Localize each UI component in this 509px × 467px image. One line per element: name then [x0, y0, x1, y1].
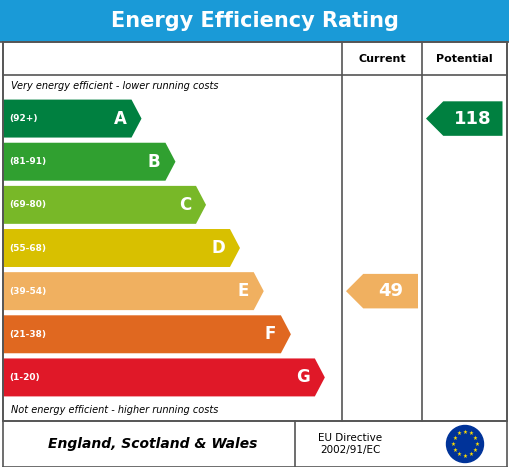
Text: C: C	[179, 196, 191, 214]
Text: (39-54): (39-54)	[10, 287, 47, 296]
Text: ★: ★	[450, 441, 456, 446]
Text: (92+): (92+)	[10, 114, 38, 123]
Text: (69-80): (69-80)	[10, 200, 46, 209]
Text: (81-91): (81-91)	[10, 157, 47, 166]
Text: EU Directive
2002/91/EC: EU Directive 2002/91/EC	[318, 433, 382, 455]
Text: A: A	[114, 110, 127, 127]
Text: Current: Current	[358, 54, 406, 64]
Polygon shape	[3, 272, 264, 310]
Text: (55-68): (55-68)	[10, 243, 46, 253]
Polygon shape	[346, 274, 418, 308]
Text: ★: ★	[473, 436, 478, 440]
Text: 49: 49	[378, 282, 403, 300]
Text: (21-38): (21-38)	[10, 330, 46, 339]
Text: ★: ★	[457, 431, 462, 436]
Polygon shape	[426, 101, 502, 136]
Text: ★: ★	[463, 453, 467, 459]
Bar	[3, 42, 506, 421]
Text: Very energy efficient - lower running costs: Very energy efficient - lower running co…	[11, 81, 218, 91]
Polygon shape	[3, 359, 325, 396]
Polygon shape	[3, 186, 206, 224]
Polygon shape	[3, 99, 142, 138]
Text: ★: ★	[469, 452, 473, 457]
Text: ★: ★	[452, 436, 457, 440]
Text: ★: ★	[457, 452, 462, 457]
Text: ★: ★	[469, 431, 473, 436]
Text: ★: ★	[473, 447, 478, 453]
Text: Potential: Potential	[436, 54, 493, 64]
Text: ★: ★	[452, 447, 457, 453]
Bar	[0, 0, 509, 42]
Text: G: G	[296, 368, 310, 386]
Text: (1-20): (1-20)	[10, 373, 40, 382]
Text: Energy Efficiency Rating: Energy Efficiency Rating	[110, 11, 399, 31]
Text: England, Scotland & Wales: England, Scotland & Wales	[48, 437, 258, 451]
Text: B: B	[148, 153, 160, 171]
Text: 118: 118	[454, 110, 492, 127]
Text: F: F	[265, 325, 276, 343]
Polygon shape	[3, 229, 240, 267]
Text: ★: ★	[463, 430, 467, 434]
Circle shape	[446, 425, 484, 462]
Polygon shape	[3, 315, 291, 353]
Text: ★: ★	[474, 441, 479, 446]
Text: E: E	[237, 282, 249, 300]
Polygon shape	[3, 143, 176, 181]
Text: Not energy efficient - higher running costs: Not energy efficient - higher running co…	[11, 405, 218, 415]
Text: D: D	[211, 239, 225, 257]
